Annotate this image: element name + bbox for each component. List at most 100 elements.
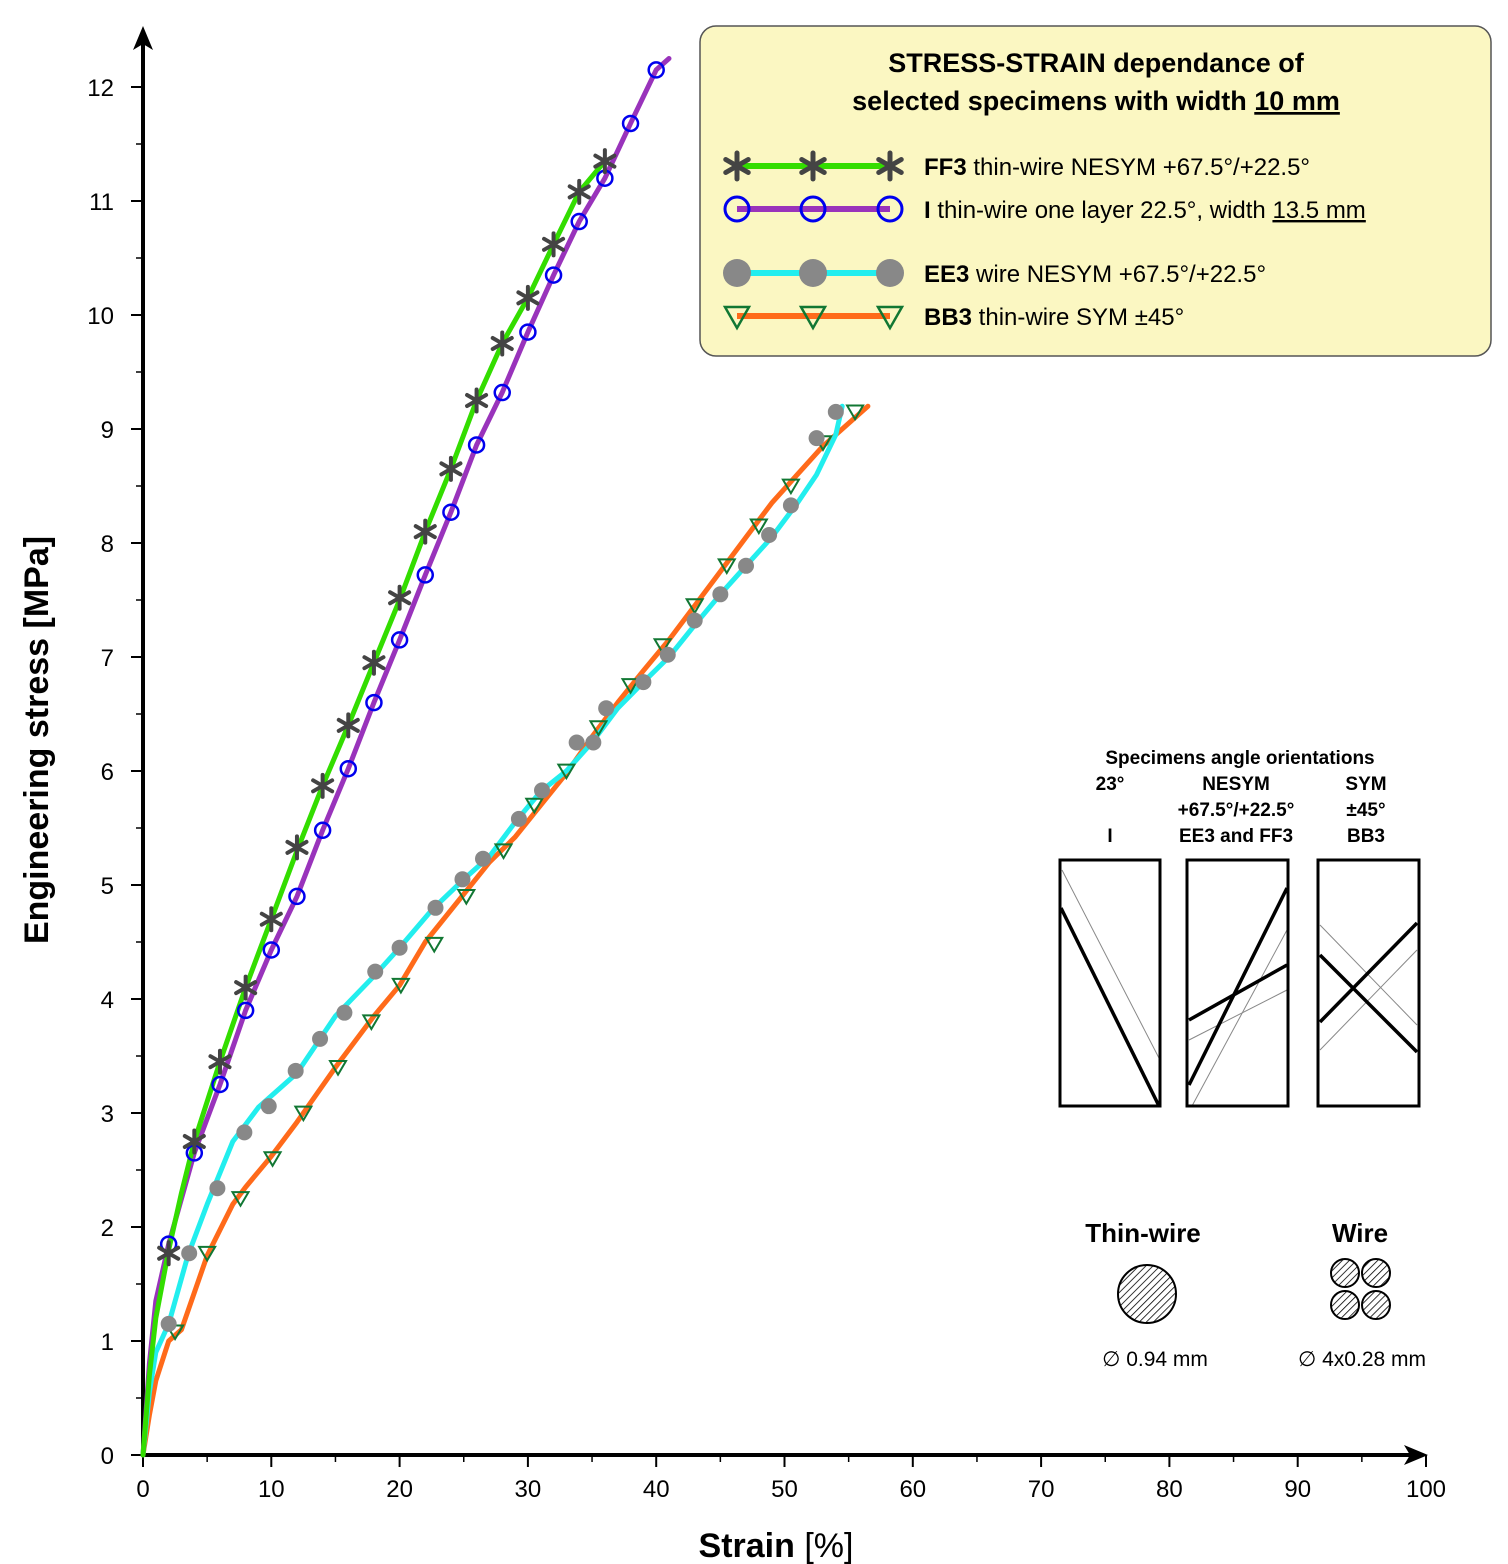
thin-wire-title: Thin-wire [1085, 1218, 1201, 1248]
legend-label-bold: I [924, 197, 931, 224]
data-point-bb3 [328, 1060, 348, 1077]
data-point-bb3 [652, 638, 673, 655]
legend-swatch-marker [876, 150, 904, 182]
legend-swatch-marker [876, 195, 904, 223]
y-tick-label: 5 [101, 873, 114, 900]
legend-label-bold: BB3 [924, 304, 972, 331]
data-point-bb3 [361, 1014, 382, 1031]
data-point-bb3 [424, 936, 444, 954]
data-point-i [211, 1075, 229, 1094]
y-tick-label: 2 [101, 1215, 114, 1242]
series-line-ee3 [140, 403, 845, 1458]
legend-label-underlined: 13.5 mm [1272, 197, 1365, 224]
data-point-ff3 [567, 178, 591, 205]
data-point-bb3 [749, 518, 769, 536]
series-markers [157, 61, 865, 1342]
x-tick-label: 30 [515, 1476, 542, 1503]
data-point-ee3 [585, 734, 602, 751]
x-tick-label: 10 [258, 1476, 285, 1503]
data-point-ee3 [209, 1180, 226, 1197]
data-point-ee3 [534, 782, 551, 799]
data-point-i [390, 631, 409, 649]
inset-col-sym-line2: ±45° [1346, 800, 1385, 821]
x-tick-label: 70 [1028, 1476, 1055, 1503]
inset-col-nesym-line1: NESYM [1202, 774, 1270, 795]
data-point-ff3 [413, 518, 437, 545]
x-tick-label: 0 [136, 1476, 149, 1503]
data-point-ee3 [236, 1124, 253, 1141]
data-point-i [647, 61, 665, 79]
data-point-ff3 [336, 712, 360, 739]
data-point-ee3 [312, 1030, 329, 1047]
legend-title-line2: selected specimens with width 10 mm [852, 86, 1340, 116]
data-point-ff3 [388, 584, 412, 611]
series-markers-bb3 [165, 404, 865, 1342]
data-point-ee3 [427, 899, 444, 916]
data-point-bb3 [493, 843, 514, 860]
legend-swatch-marker [722, 305, 752, 331]
axes [133, 26, 1428, 1465]
y-tick-label: 10 [87, 303, 114, 330]
legend-label-text: thin-wire SYM ±45° [972, 304, 1184, 331]
x-ticks: 0 10 20 30 40 50 60 70 80 90 100 [136, 1455, 1446, 1503]
legend-swatch-marker [799, 259, 827, 287]
data-point-ee3 [659, 646, 676, 663]
data-point-ee3 [367, 963, 384, 980]
data-point-ff3 [465, 387, 489, 414]
data-point-i [519, 323, 537, 341]
data-point-ee3 [712, 586, 729, 603]
x-tick-label: 50 [771, 1476, 798, 1503]
legend-entry-ee3: EE3 wire NESYM +67.5°/+22.5° [723, 259, 1266, 288]
data-point-ee3 [598, 700, 615, 717]
y-tick-label: 4 [101, 987, 114, 1014]
data-point-i [442, 503, 460, 521]
inset-title: Specimens angle orientations [1105, 748, 1374, 769]
y-tick-label: 11 [89, 189, 114, 216]
data-point-ee3 [761, 527, 778, 544]
data-point-ff3 [593, 148, 617, 175]
y-tick-label: 12 [87, 75, 114, 102]
y-axis-title: Engineering stress [MPa] [18, 536, 56, 944]
data-point-i [493, 383, 511, 402]
legend-label-ff3: FF3 thin-wire NESYM +67.5°/+22.5° [924, 154, 1310, 181]
data-point-ee3 [181, 1245, 198, 1262]
x-tick-label: 100 [1406, 1476, 1446, 1503]
inset-col-nesym-line2: +67.5°/+22.5° [1178, 800, 1295, 821]
data-point-i [339, 759, 358, 778]
inset-col-sym-line1: SYM [1345, 774, 1386, 795]
y-tick-label: 8 [101, 531, 114, 558]
data-point-ee3 [260, 1098, 277, 1115]
data-point-bb3 [230, 1191, 251, 1208]
inset-col-sym-line3: BB3 [1347, 826, 1385, 847]
data-point-ee3 [510, 810, 527, 827]
x-axis-title: Strain [%] [699, 1527, 854, 1564]
data-point-ee3 [827, 403, 844, 420]
inset-col-i-line3: I [1107, 826, 1112, 847]
wire-title: Wire [1332, 1218, 1388, 1248]
data-point-i [621, 114, 640, 133]
data-point-bb3 [293, 1105, 314, 1123]
legend-entry-bb3: BB3 thin-wire SYM ±45° [722, 304, 1184, 331]
series-markers-ee3 [160, 403, 844, 1332]
y-tick-label: 0 [101, 1443, 114, 1470]
data-point-ff3 [362, 649, 386, 676]
x-tick-label: 80 [1156, 1476, 1183, 1503]
specimen-nesym-diagram [1185, 858, 1290, 1108]
legend-swatch-marker [799, 195, 827, 223]
legend-swatch-marker [723, 195, 751, 223]
specimen-i-diagram [1058, 858, 1162, 1108]
series-markers-ff3 [157, 148, 617, 1267]
orientation-inset: Specimens angle orientations 23° I NESYM… [1058, 748, 1426, 1371]
y-tick-label: 7 [101, 645, 114, 672]
data-point-ee3 [808, 430, 825, 447]
data-point-bb3 [717, 558, 737, 575]
data-point-ff3 [259, 906, 283, 933]
data-point-bb3 [588, 720, 609, 737]
x-axis-title-bold: Strain [699, 1527, 795, 1564]
data-point-ff3 [182, 1128, 206, 1155]
x-tick-label: 60 [899, 1476, 926, 1503]
data-point-bb3 [620, 678, 641, 695]
inset-col-i-labels: 23° I [1096, 774, 1125, 847]
legend-label-bold: FF3 [924, 154, 967, 181]
